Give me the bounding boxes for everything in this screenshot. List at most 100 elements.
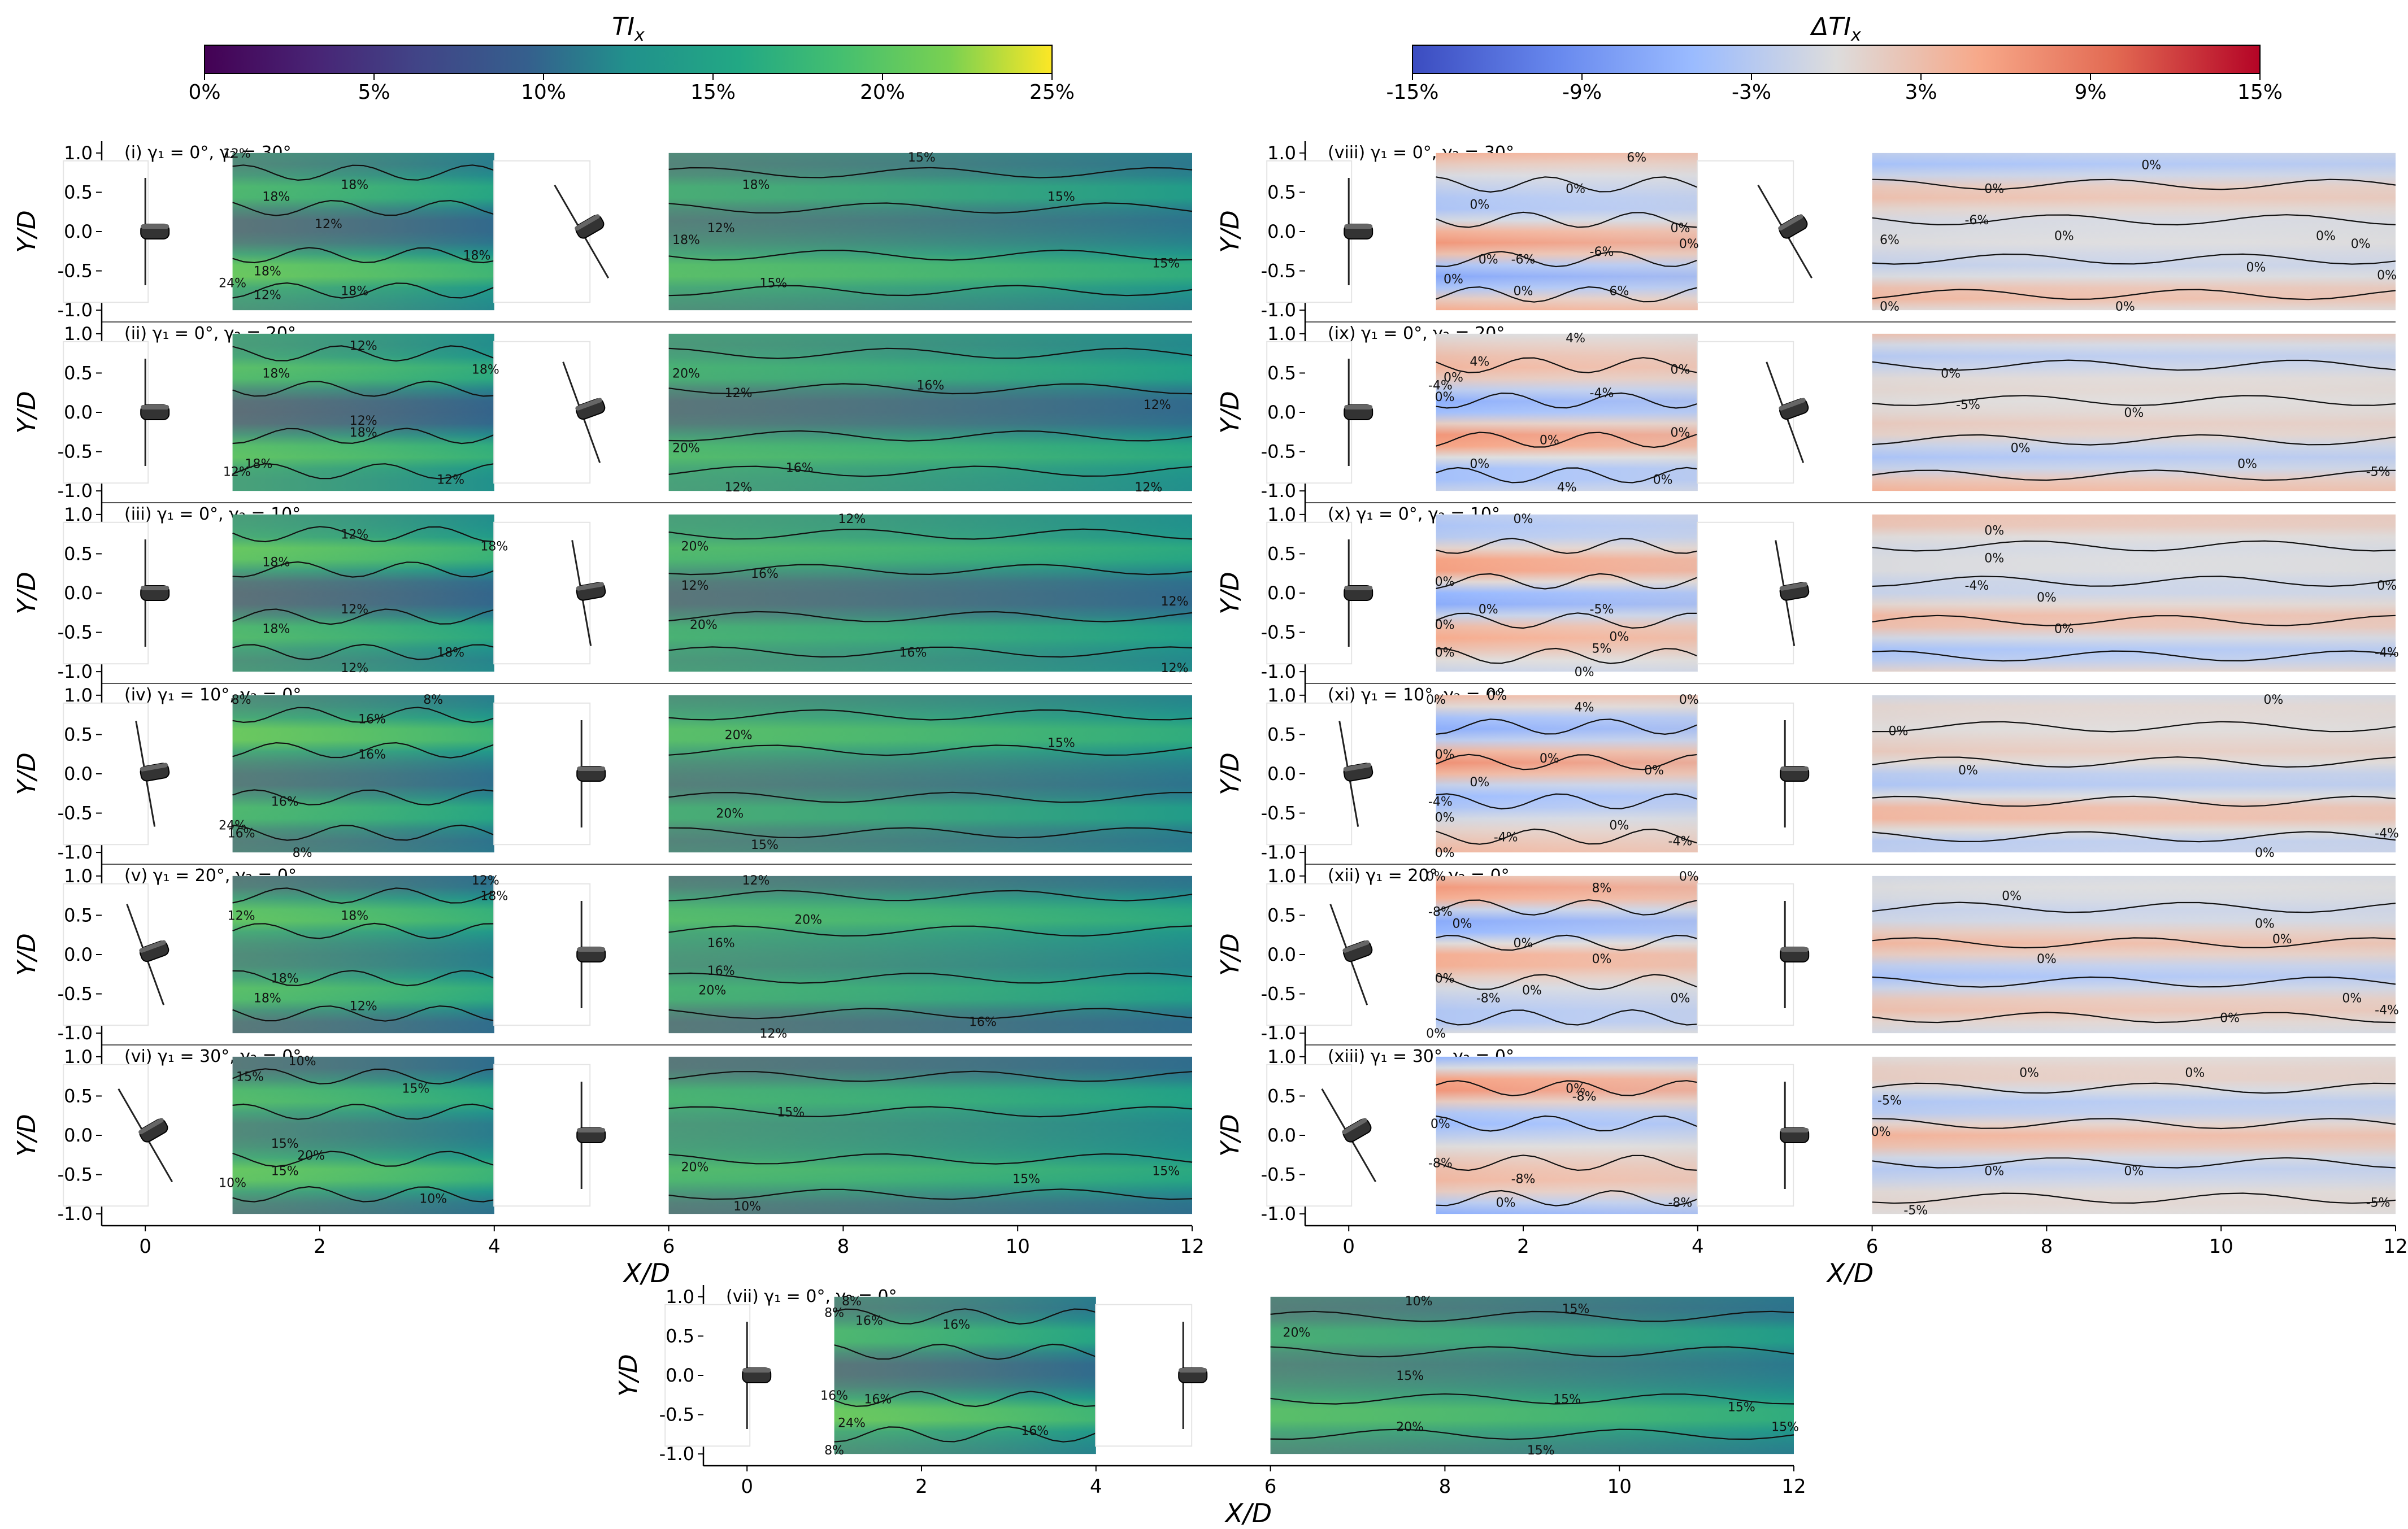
contour-label: 12%	[350, 339, 377, 354]
turbine-inset	[1697, 160, 1794, 303]
dti-colorbar-tick-label: -3%	[1732, 81, 1771, 104]
contour-line	[232, 380, 494, 397]
turbine-nacelle	[575, 215, 605, 239]
y-tick-label: 0.5	[1267, 543, 1296, 564]
heatmap-shading	[1872, 1056, 2396, 1214]
contour-line	[1270, 1346, 1794, 1358]
y-tick-label: 1.0	[64, 142, 93, 164]
y-tick-label: -1.0	[58, 1022, 93, 1044]
contour-line	[232, 742, 495, 759]
contour-label: 0%	[1670, 992, 1690, 1006]
y-tick-label: 0.0	[64, 763, 93, 785]
contour-line	[1872, 576, 2396, 587]
turbine-highlight	[1779, 398, 1806, 411]
contour-line	[1436, 647, 1698, 664]
contour-label: 15%	[236, 1070, 264, 1084]
turbine-icon	[1780, 1082, 1810, 1189]
ti-colorbar-tick-label: 10%	[521, 81, 566, 104]
contour-label: 0%	[2124, 1165, 2144, 1179]
contour-line	[668, 1106, 1193, 1118]
y-tick-label: 1.0	[666, 1286, 694, 1308]
contour-line	[668, 285, 1193, 297]
turbine-inset	[1697, 341, 1794, 484]
y-tick-label: 0.5	[64, 362, 93, 384]
contour-label: -4%	[1964, 579, 1989, 593]
contour-label: 0%	[2263, 693, 2283, 707]
turbine-inset	[1266, 341, 1353, 484]
contour-label: 0%	[1653, 473, 1673, 487]
panel-x: (x) γ₁ = 0°, γ₂ = 10° 0%0%0% -5%0%0%0% 5%0%…	[1216, 503, 2399, 684]
contour-label: 0%	[2255, 917, 2275, 931]
contour-label: 0%	[1435, 646, 1455, 660]
contour-line	[1872, 395, 2396, 407]
contour-label: 15%	[1562, 1303, 1590, 1317]
y-tick-label: -0.5	[1261, 622, 1296, 643]
turbine-icon	[576, 901, 606, 1008]
y-tick-label: -1.0	[1261, 661, 1296, 682]
x-tick-label: 4	[1692, 1235, 1704, 1258]
ti-colorbar	[204, 45, 1053, 74]
contour-label: 16%	[864, 1393, 892, 1407]
contour-line	[1436, 357, 1698, 373]
contour-label: 18%	[480, 890, 508, 904]
contour-label: 15%	[1012, 1173, 1040, 1187]
x-axis-label: X/D	[1224, 1498, 1272, 1528]
turbine-highlight	[141, 586, 169, 590]
y-tick-label: 1.0	[1267, 504, 1296, 525]
ti-colorbar-title: TIx	[612, 12, 645, 45]
contour-label: -5%	[1590, 603, 1614, 617]
dti-colorbar	[1412, 45, 2261, 74]
contour-line	[1436, 1190, 1698, 1206]
contour-label: 12%	[725, 481, 753, 495]
contour-label: 0%	[1470, 776, 1489, 790]
contour-label: 18%	[262, 555, 290, 569]
contour-label: 0%	[1644, 764, 1664, 778]
turbine-inset	[1266, 702, 1353, 846]
turbine-inset	[1697, 1064, 1794, 1207]
contour-label: 15%	[1047, 190, 1075, 204]
contour-line	[668, 528, 1193, 540]
y-tick-label: 0.0	[1267, 402, 1296, 423]
heatmap-shading	[1872, 875, 2396, 1034]
contour-label: 16%	[707, 936, 735, 951]
turbine-highlight	[1343, 763, 1372, 772]
turbine-icon	[140, 178, 170, 285]
contour-line	[232, 887, 495, 904]
heatmap-shading	[1270, 1296, 1794, 1454]
y-tick-label: 1.0	[64, 504, 93, 525]
turbine-highlight	[575, 214, 600, 231]
contour-line	[1436, 718, 1698, 735]
x-tick-label: 12	[2383, 1235, 2407, 1258]
turbine-inset	[63, 341, 149, 484]
contour-label: 0%	[1435, 748, 1455, 762]
contour-label: 18%	[437, 646, 464, 660]
contour-label: 10%	[733, 1200, 761, 1214]
contour-line	[1872, 901, 2396, 913]
contour-line	[1872, 831, 2396, 843]
y-tick-label: -0.5	[58, 441, 93, 463]
turbine-inset	[63, 160, 149, 303]
contour-line	[232, 970, 495, 987]
contour-label: 16%	[358, 713, 386, 727]
heatmap-shading	[668, 695, 1192, 853]
contour-line	[1436, 828, 1698, 845]
contour-line	[834, 1426, 1097, 1443]
contour-label: 0%	[2054, 622, 2074, 637]
contour-label: -5%	[1877, 1094, 1902, 1108]
contour-label: 12%	[315, 217, 342, 232]
panels: (i) γ₁ = 0°, γ₂ = 30°12%18%18%12%18%18%2…	[12, 141, 2399, 1466]
contour-label: 0%	[1540, 434, 1559, 448]
contour-line	[1436, 573, 1698, 590]
heatmap-shading	[834, 1296, 1096, 1454]
panel-iii: (iii) γ₁ = 0°, γ₂ = 10°12%18%18%12%18%18…	[12, 503, 1193, 684]
contour-label: 0%	[2019, 1066, 2039, 1081]
y-tick-label: 0.0	[64, 402, 93, 423]
contour-line	[1436, 1009, 1698, 1026]
contour-label: 0%	[2141, 159, 2161, 173]
contour-label: 12%	[1161, 661, 1189, 676]
turbine-highlight	[138, 1118, 164, 1135]
turbine-icon	[554, 184, 609, 279]
contour-line	[1436, 974, 1698, 991]
contour-line	[232, 526, 494, 543]
colorbars: TIx 0% 5% 10% 15% 20% 25% ΔTIx -15% -9% -3% 3% 9% 15%	[188, 12, 2283, 104]
